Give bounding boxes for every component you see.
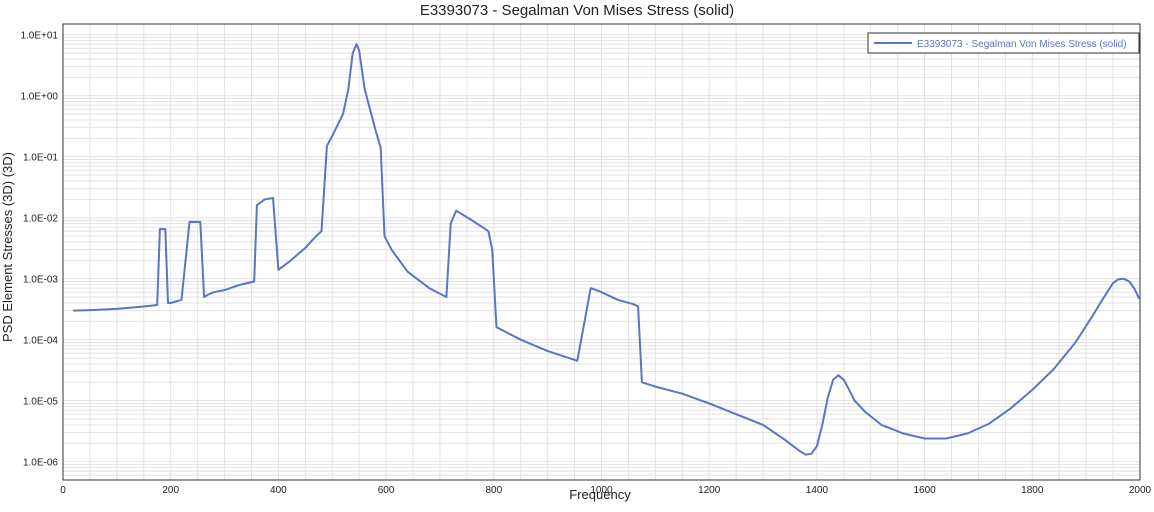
x-tick-label: 1800 <box>1021 485 1044 496</box>
x-tick-label: 0 <box>60 485 66 496</box>
x-axis-label: Frequency <box>569 487 631 502</box>
x-tick-label: 600 <box>378 485 395 496</box>
series-line <box>72 43 1140 456</box>
grid <box>63 24 1140 480</box>
x-tick-label: 1000 <box>590 485 613 496</box>
x-tick-label: 200 <box>162 485 179 496</box>
x-tick-label: 1600 <box>913 485 936 496</box>
x-tick-label: 800 <box>485 485 502 496</box>
chart-title: E3393073 - Segalman Von Mises Stress (so… <box>420 2 734 19</box>
legend-box <box>867 32 1140 54</box>
x-tick-label: 400 <box>270 485 287 496</box>
series-layer <box>72 43 1140 456</box>
x-tick-label: 1400 <box>806 485 829 496</box>
x-tick-label: 2000 <box>1129 485 1152 496</box>
y-tick-label: 1.0E-01 <box>23 153 58 164</box>
y-tick-label: 1.0E+01 <box>20 31 58 42</box>
y-tick-label: 1.0E-05 <box>23 397 58 408</box>
plot-frame <box>62 23 1141 481</box>
y-tick-label: 1.0E+00 <box>20 92 58 103</box>
y-tick-label: 1.0E-06 <box>23 458 58 469</box>
tick-labels: 0 200 400 600 800 1000 1200 1400 1600 1800 2000 1.0… <box>20 31 1151 496</box>
y-tick-label: 1.0E-02 <box>23 214 58 225</box>
legend: E3393073 - Segalman Von Mises Stress (so… <box>867 32 1140 54</box>
y-axis-label: PSD Element Stresses (3D) (3D) <box>0 152 15 342</box>
y-tick-label: 1.0E-03 <box>23 275 58 286</box>
legend-entry-label: E3393073 - Segalman Von Mises Stress (so… <box>917 39 1127 50</box>
x-tick-label: 1200 <box>698 485 721 496</box>
y-tick-label: 1.0E-04 <box>23 336 58 347</box>
